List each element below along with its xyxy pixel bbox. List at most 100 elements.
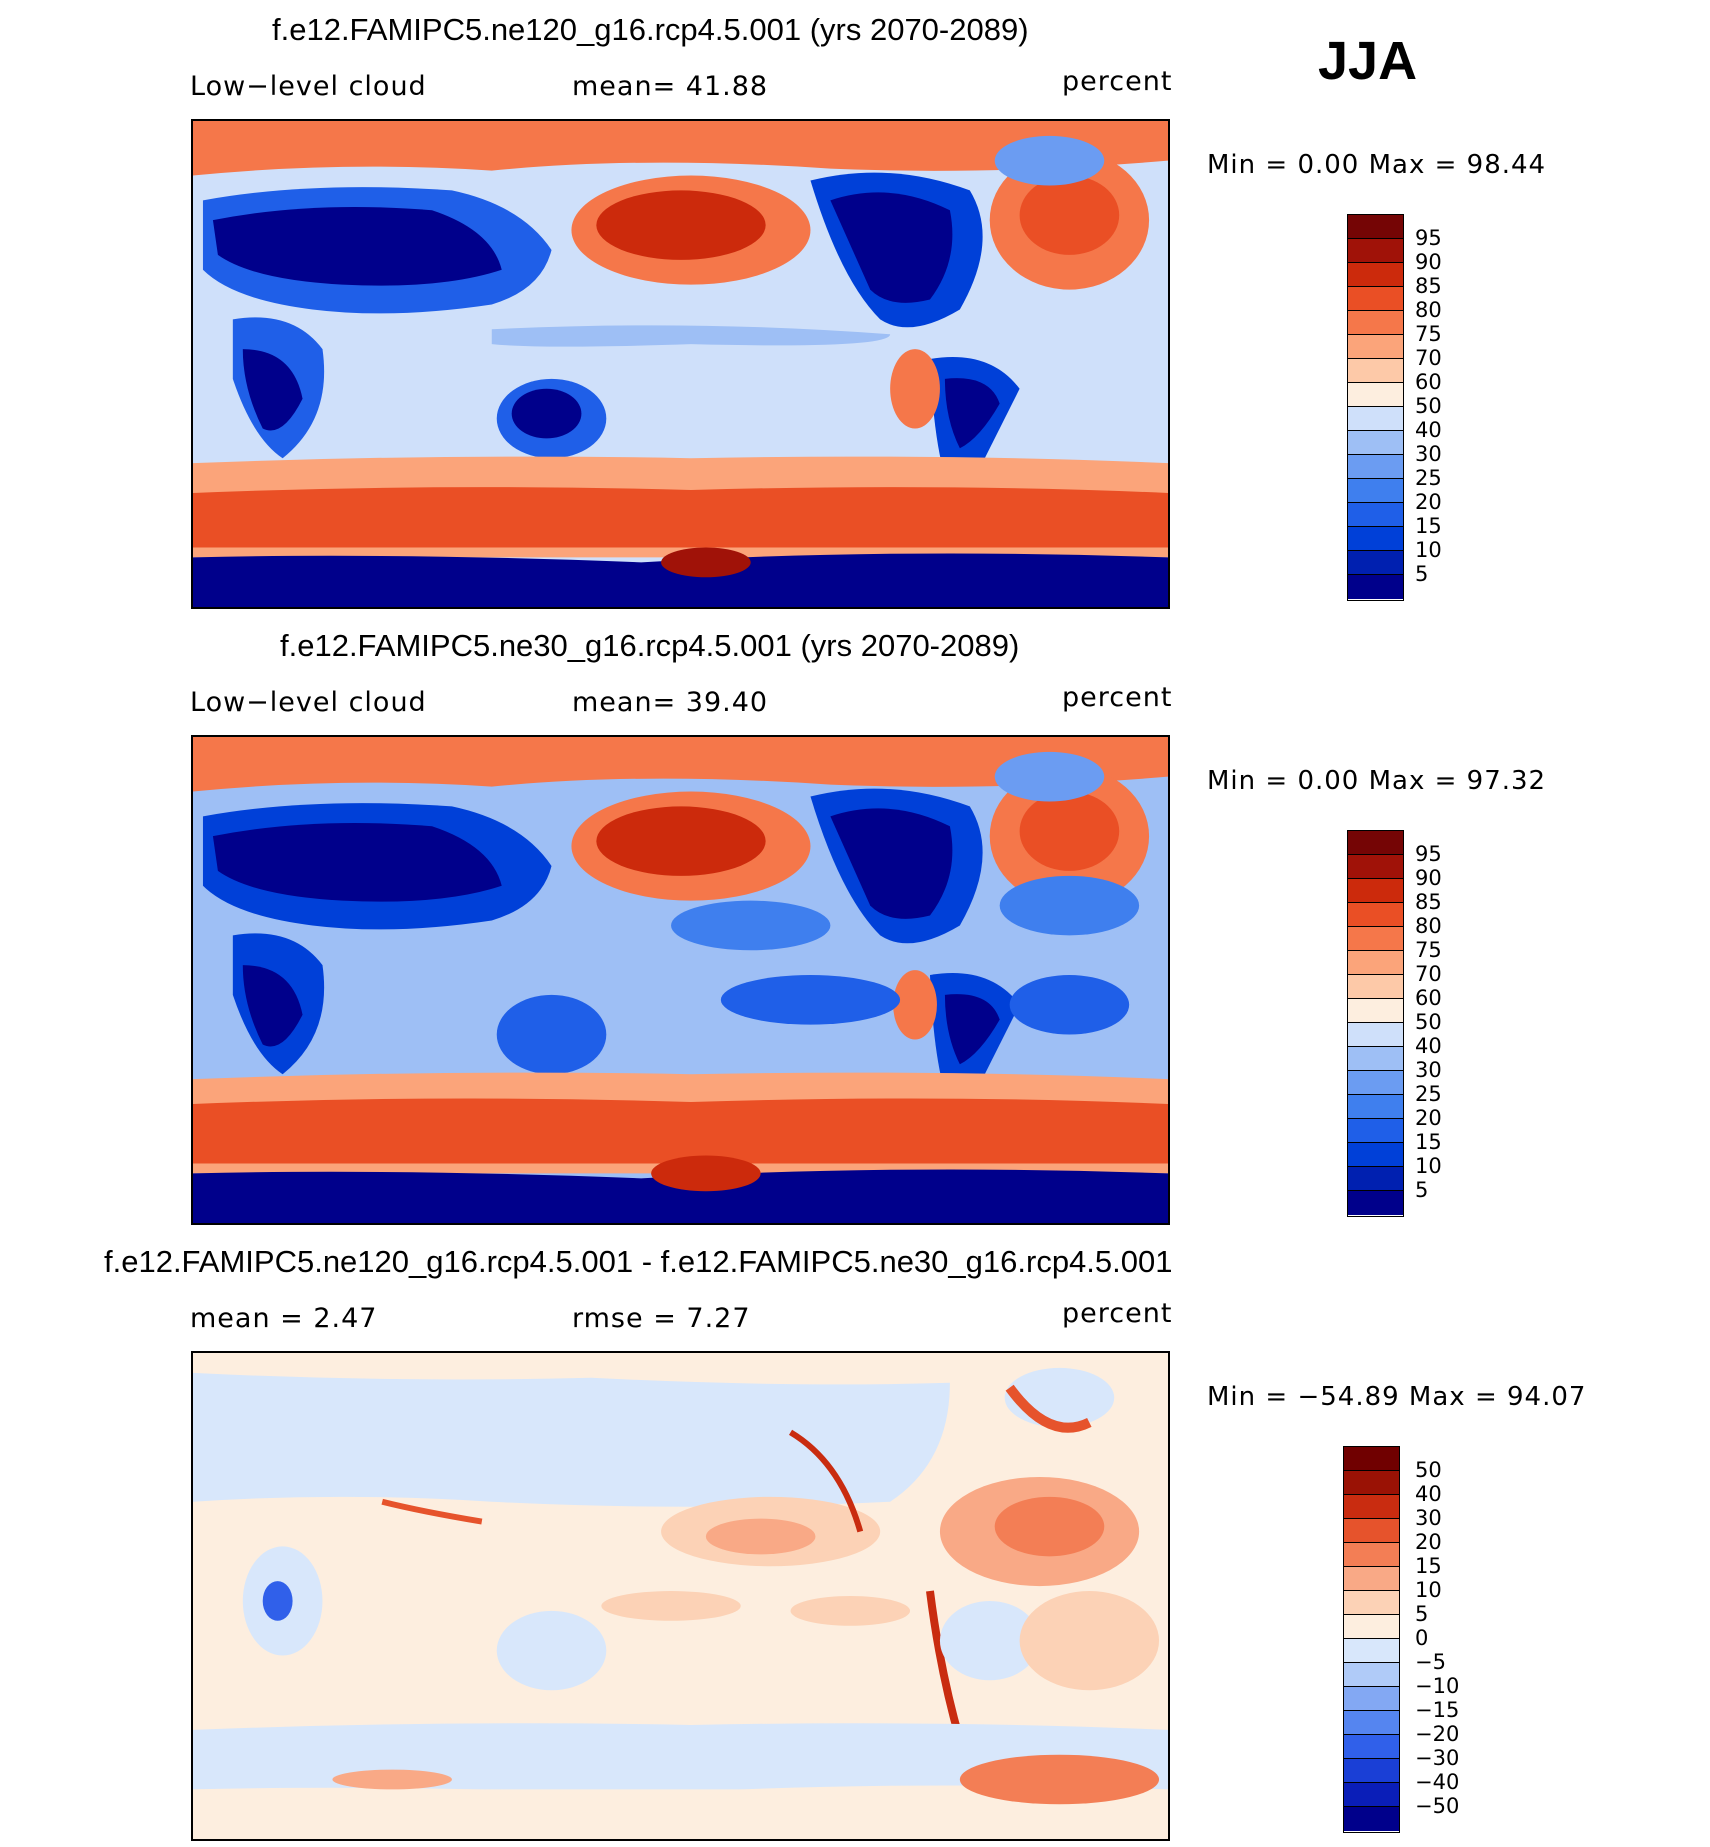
colorbar-tick-label: 85 <box>1415 890 1442 914</box>
colorbar-tick-label: 10 <box>1415 1154 1442 1178</box>
colorbar-swatch <box>1344 1591 1399 1615</box>
colorbar-swatch <box>1344 1495 1399 1519</box>
colorbar-swatch <box>1348 1119 1403 1143</box>
colorbar-swatch <box>1344 1663 1399 1687</box>
panel-1-variable-label: Low−level cloud <box>190 71 427 102</box>
panel-1-min-max: Min = 0.00 Max = 98.44 <box>1207 150 1547 180</box>
panel-1-map <box>191 119 1170 609</box>
panel-2-title: f.e12.FAMIPC5.ne30_g16.rcp4.5.001 (yrs 2… <box>280 628 1020 663</box>
colorbar-swatch <box>1344 1735 1399 1759</box>
panel-2-colorbar <box>1347 830 1404 1217</box>
colorbar-tick-label: 30 <box>1415 1058 1442 1082</box>
panel-3-map <box>191 1351 1170 1841</box>
colorbar-tick-label: 90 <box>1415 250 1442 274</box>
panel-2-min-max: Min = 0.00 Max = 97.32 <box>1207 766 1547 796</box>
panel-3-min-max: Min = −54.89 Max = 94.07 <box>1207 1382 1587 1412</box>
colorbar-tick-label: −5 <box>1415 1650 1446 1674</box>
season-label: JJA <box>1318 31 1418 91</box>
colorbar-swatch <box>1344 1471 1399 1495</box>
colorbar-tick-label: 40 <box>1415 1034 1442 1058</box>
panel-1-colorbar <box>1347 214 1404 601</box>
colorbar-tick-label: 90 <box>1415 866 1442 890</box>
colorbar-swatch <box>1348 1095 1403 1119</box>
colorbar-swatch <box>1344 1543 1399 1567</box>
colorbar-swatch <box>1348 407 1403 431</box>
colorbar-swatch <box>1348 831 1403 855</box>
colorbar-tick-label: 75 <box>1415 938 1442 962</box>
colorbar-swatch <box>1344 1759 1399 1783</box>
colorbar-swatch <box>1348 431 1403 455</box>
colorbar-swatch <box>1348 455 1403 479</box>
colorbar-tick-label: 5 <box>1415 562 1429 586</box>
colorbar-swatch <box>1348 383 1403 407</box>
colorbar-tick-label: 20 <box>1415 490 1442 514</box>
colorbar-tick-label: 15 <box>1415 1554 1442 1578</box>
panel-1-mean-label: mean= 41.88 <box>572 71 769 102</box>
colorbar-swatch <box>1344 1711 1399 1735</box>
colorbar-tick-label: 10 <box>1415 1578 1442 1602</box>
colorbar-tick-label: −40 <box>1415 1770 1460 1794</box>
colorbar-tick-label: 75 <box>1415 322 1442 346</box>
colorbar-tick-label: 5 <box>1415 1178 1429 1202</box>
colorbar-tick-label: 70 <box>1415 962 1442 986</box>
colorbar-tick-label: 95 <box>1415 842 1442 866</box>
colorbar-tick-label: 95 <box>1415 226 1442 250</box>
panel-3-rmse-label: rmse = 7.27 <box>572 1303 751 1334</box>
colorbar-tick-label: 20 <box>1415 1530 1442 1554</box>
colorbar-tick-label: −15 <box>1415 1698 1460 1722</box>
colorbar-tick-label: −20 <box>1415 1722 1460 1746</box>
colorbar-swatch <box>1344 1687 1399 1711</box>
colorbar-swatch <box>1348 1023 1403 1047</box>
colorbar-tick-label: 0 <box>1415 1626 1429 1650</box>
colorbar-tick-label: −50 <box>1415 1794 1460 1818</box>
colorbar-swatch <box>1344 1447 1399 1471</box>
colorbar-swatch <box>1348 903 1403 927</box>
colorbar-swatch <box>1348 1167 1403 1191</box>
colorbar-tick-label: 30 <box>1415 1506 1442 1530</box>
colorbar-tick-label: 70 <box>1415 346 1442 370</box>
colorbar-swatch <box>1348 575 1403 599</box>
colorbar-swatch <box>1348 359 1403 383</box>
panel-2-map <box>191 735 1170 1225</box>
colorbar-swatch <box>1348 479 1403 503</box>
panel-2-map-field <box>193 737 1168 1223</box>
colorbar-swatch <box>1348 551 1403 575</box>
colorbar-swatch <box>1348 239 1403 263</box>
colorbar-swatch <box>1348 263 1403 287</box>
colorbar-swatch <box>1348 527 1403 551</box>
colorbar-tick-label: −30 <box>1415 1746 1460 1770</box>
panel-3-mean-label: mean = 2.47 <box>190 1303 378 1334</box>
colorbar-tick-label: 15 <box>1415 514 1442 538</box>
colorbar-tick-label: 5 <box>1415 1602 1429 1626</box>
colorbar-swatch <box>1348 503 1403 527</box>
colorbar-swatch <box>1348 999 1403 1023</box>
colorbar-swatch <box>1344 1807 1399 1831</box>
colorbar-swatch <box>1348 287 1403 311</box>
colorbar-tick-label: 80 <box>1415 914 1442 938</box>
colorbar-tick-label: 10 <box>1415 538 1442 562</box>
panel-3-units-label: percent <box>1062 1298 1173 1329</box>
panel-1-map-field <box>193 121 1168 607</box>
colorbar-swatch <box>1348 215 1403 239</box>
colorbar-swatch <box>1348 1191 1403 1215</box>
colorbar-tick-label: −10 <box>1415 1674 1460 1698</box>
colorbar-swatch <box>1348 1047 1403 1071</box>
colorbar-tick-label: 30 <box>1415 442 1442 466</box>
colorbar-tick-label: 85 <box>1415 274 1442 298</box>
colorbar-swatch <box>1348 975 1403 999</box>
colorbar-swatch <box>1348 335 1403 359</box>
colorbar-swatch <box>1344 1783 1399 1807</box>
colorbar-swatch <box>1348 927 1403 951</box>
colorbar-swatch <box>1344 1567 1399 1591</box>
colorbar-swatch <box>1348 855 1403 879</box>
colorbar-tick-label: 60 <box>1415 370 1442 394</box>
colorbar-tick-label: 40 <box>1415 418 1442 442</box>
colorbar-swatch <box>1348 311 1403 335</box>
colorbar-tick-label: 40 <box>1415 1482 1442 1506</box>
colorbar-swatch <box>1344 1519 1399 1543</box>
panel-3-title: f.e12.FAMIPC5.ne120_g16.rcp4.5.001 - f.e… <box>104 1244 1173 1279</box>
panel-2-variable-label: Low−level cloud <box>190 687 427 718</box>
colorbar-swatch <box>1348 951 1403 975</box>
colorbar-tick-label: 50 <box>1415 1458 1442 1482</box>
colorbar-swatch <box>1344 1639 1399 1663</box>
